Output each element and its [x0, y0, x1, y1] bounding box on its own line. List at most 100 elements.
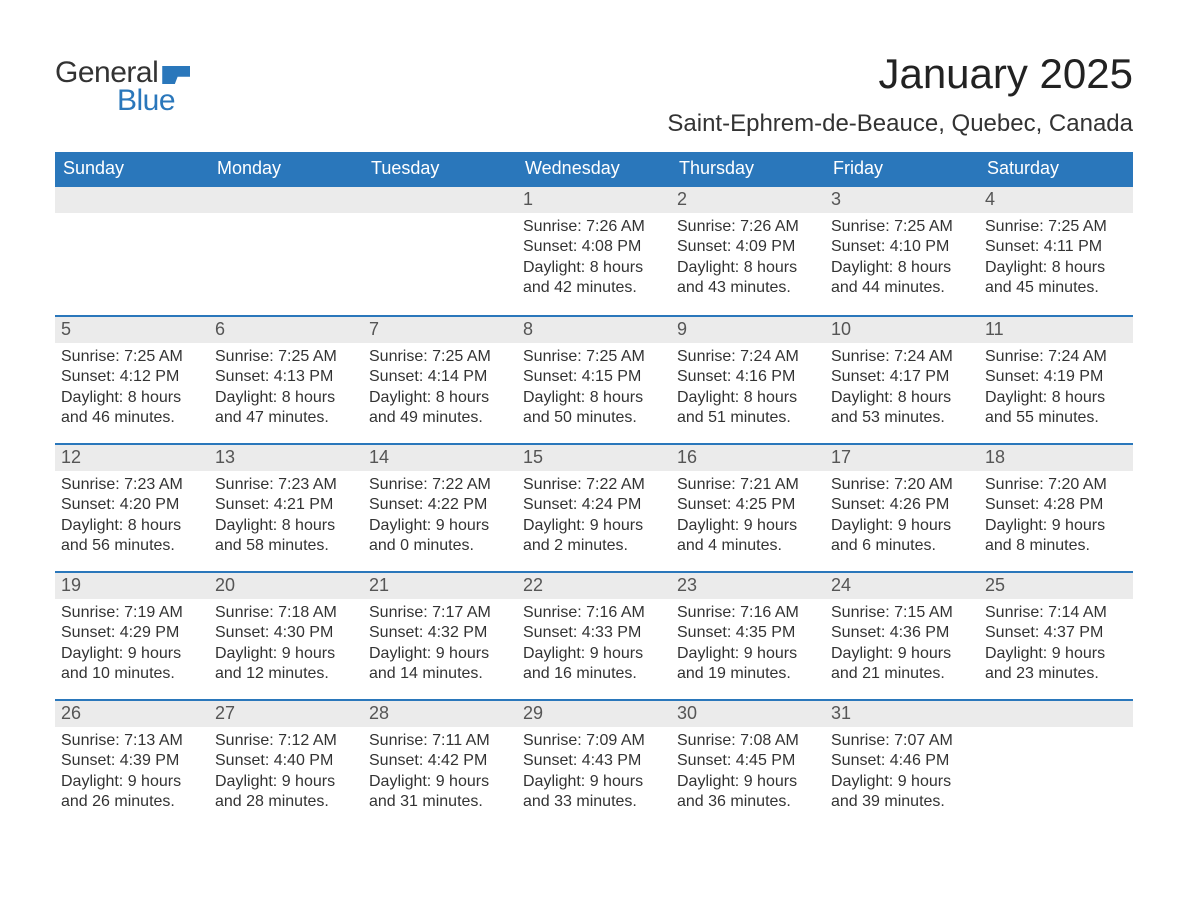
day-body: Sunrise: 7:13 AMSunset: 4:39 PMDaylight:… — [55, 727, 209, 823]
daylight-text: Daylight: 9 hours and 21 minutes. — [831, 644, 973, 685]
day-number: 20 — [209, 573, 363, 599]
day-body: Sunrise: 7:22 AMSunset: 4:22 PMDaylight:… — [363, 471, 517, 567]
day-number: 18 — [979, 445, 1133, 471]
sunrise-text: Sunrise: 7:25 AM — [523, 347, 665, 367]
calendar-row: 26Sunrise: 7:13 AMSunset: 4:39 PMDayligh… — [55, 699, 1133, 827]
sunset-text: Sunset: 4:37 PM — [985, 623, 1127, 643]
day-body: Sunrise: 7:09 AMSunset: 4:43 PMDaylight:… — [517, 727, 671, 823]
dow-wednesday: Wednesday — [517, 152, 671, 187]
day-body: Sunrise: 7:22 AMSunset: 4:24 PMDaylight:… — [517, 471, 671, 567]
calendar-cell: 30Sunrise: 7:08 AMSunset: 4:45 PMDayligh… — [671, 701, 825, 827]
day-number — [209, 187, 363, 213]
calendar-cell: 8Sunrise: 7:25 AMSunset: 4:15 PMDaylight… — [517, 317, 671, 443]
day-body: Sunrise: 7:25 AMSunset: 4:13 PMDaylight:… — [209, 343, 363, 439]
sunrise-text: Sunrise: 7:16 AM — [677, 603, 819, 623]
sunrise-text: Sunrise: 7:15 AM — [831, 603, 973, 623]
sunset-text: Sunset: 4:40 PM — [215, 751, 357, 771]
sunset-text: Sunset: 4:12 PM — [61, 367, 203, 387]
calendar-cell: 21Sunrise: 7:17 AMSunset: 4:32 PMDayligh… — [363, 573, 517, 699]
sunset-text: Sunset: 4:10 PM — [831, 237, 973, 257]
day-body: Sunrise: 7:25 AMSunset: 4:15 PMDaylight:… — [517, 343, 671, 439]
sunset-text: Sunset: 4:15 PM — [523, 367, 665, 387]
calendar-cell: 13Sunrise: 7:23 AMSunset: 4:21 PMDayligh… — [209, 445, 363, 571]
day-body: Sunrise: 7:14 AMSunset: 4:37 PMDaylight:… — [979, 599, 1133, 695]
sunrise-text: Sunrise: 7:25 AM — [215, 347, 357, 367]
sunset-text: Sunset: 4:39 PM — [61, 751, 203, 771]
daylight-text: Daylight: 8 hours and 51 minutes. — [677, 388, 819, 429]
day-number: 4 — [979, 187, 1133, 213]
sunset-text: Sunset: 4:08 PM — [523, 237, 665, 257]
sunrise-text: Sunrise: 7:24 AM — [677, 347, 819, 367]
day-body: Sunrise: 7:12 AMSunset: 4:40 PMDaylight:… — [209, 727, 363, 823]
daylight-text: Daylight: 9 hours and 19 minutes. — [677, 644, 819, 685]
sunrise-text: Sunrise: 7:19 AM — [61, 603, 203, 623]
sunset-text: Sunset: 4:46 PM — [831, 751, 973, 771]
day-number: 7 — [363, 317, 517, 343]
day-number: 13 — [209, 445, 363, 471]
dow-saturday: Saturday — [979, 152, 1133, 187]
daylight-text: Daylight: 8 hours and 43 minutes. — [677, 258, 819, 299]
sunset-text: Sunset: 4:19 PM — [985, 367, 1127, 387]
day-number: 9 — [671, 317, 825, 343]
sunrise-text: Sunrise: 7:26 AM — [677, 217, 819, 237]
sunset-text: Sunset: 4:24 PM — [523, 495, 665, 515]
daylight-text: Daylight: 9 hours and 26 minutes. — [61, 772, 203, 813]
calendar-header-row: Sunday Monday Tuesday Wednesday Thursday… — [55, 152, 1133, 187]
calendar-cell — [55, 187, 209, 315]
calendar-cell: 4Sunrise: 7:25 AMSunset: 4:11 PMDaylight… — [979, 187, 1133, 315]
daylight-text: Daylight: 9 hours and 12 minutes. — [215, 644, 357, 685]
sunrise-text: Sunrise: 7:20 AM — [985, 475, 1127, 495]
day-number: 11 — [979, 317, 1133, 343]
sunrise-text: Sunrise: 7:11 AM — [369, 731, 511, 751]
calendar-body: 1Sunrise: 7:26 AMSunset: 4:08 PMDaylight… — [55, 187, 1133, 827]
daylight-text: Daylight: 9 hours and 10 minutes. — [61, 644, 203, 685]
calendar-cell: 15Sunrise: 7:22 AMSunset: 4:24 PMDayligh… — [517, 445, 671, 571]
sunrise-text: Sunrise: 7:25 AM — [831, 217, 973, 237]
day-body: Sunrise: 7:24 AMSunset: 4:17 PMDaylight:… — [825, 343, 979, 439]
sunset-text: Sunset: 4:21 PM — [215, 495, 357, 515]
calendar-cell — [979, 701, 1133, 827]
day-body: Sunrise: 7:18 AMSunset: 4:30 PMDaylight:… — [209, 599, 363, 695]
sunset-text: Sunset: 4:36 PM — [831, 623, 973, 643]
calendar-cell: 14Sunrise: 7:22 AMSunset: 4:22 PMDayligh… — [363, 445, 517, 571]
day-number — [55, 187, 209, 213]
calendar-cell: 6Sunrise: 7:25 AMSunset: 4:13 PMDaylight… — [209, 317, 363, 443]
day-body: Sunrise: 7:20 AMSunset: 4:26 PMDaylight:… — [825, 471, 979, 567]
sunrise-text: Sunrise: 7:24 AM — [831, 347, 973, 367]
daylight-text: Daylight: 8 hours and 56 minutes. — [61, 516, 203, 557]
day-number: 5 — [55, 317, 209, 343]
day-number: 6 — [209, 317, 363, 343]
calendar-cell: 29Sunrise: 7:09 AMSunset: 4:43 PMDayligh… — [517, 701, 671, 827]
sunrise-text: Sunrise: 7:25 AM — [369, 347, 511, 367]
sunset-text: Sunset: 4:30 PM — [215, 623, 357, 643]
calendar-cell: 10Sunrise: 7:24 AMSunset: 4:17 PMDayligh… — [825, 317, 979, 443]
day-body: Sunrise: 7:11 AMSunset: 4:42 PMDaylight:… — [363, 727, 517, 823]
dow-tuesday: Tuesday — [363, 152, 517, 187]
sunset-text: Sunset: 4:09 PM — [677, 237, 819, 257]
sunrise-text: Sunrise: 7:22 AM — [369, 475, 511, 495]
day-body: Sunrise: 7:15 AMSunset: 4:36 PMDaylight:… — [825, 599, 979, 695]
daylight-text: Daylight: 9 hours and 23 minutes. — [985, 644, 1127, 685]
sunset-text: Sunset: 4:16 PM — [677, 367, 819, 387]
day-number: 19 — [55, 573, 209, 599]
daylight-text: Daylight: 9 hours and 28 minutes. — [215, 772, 357, 813]
day-body: Sunrise: 7:26 AMSunset: 4:08 PMDaylight:… — [517, 213, 671, 309]
calendar-cell: 18Sunrise: 7:20 AMSunset: 4:28 PMDayligh… — [979, 445, 1133, 571]
calendar-cell: 17Sunrise: 7:20 AMSunset: 4:26 PMDayligh… — [825, 445, 979, 571]
daylight-text: Daylight: 9 hours and 0 minutes. — [369, 516, 511, 557]
sunrise-text: Sunrise: 7:07 AM — [831, 731, 973, 751]
calendar: Sunday Monday Tuesday Wednesday Thursday… — [55, 152, 1133, 827]
daylight-text: Daylight: 8 hours and 46 minutes. — [61, 388, 203, 429]
calendar-cell: 11Sunrise: 7:24 AMSunset: 4:19 PMDayligh… — [979, 317, 1133, 443]
logo-text-blue: Blue — [117, 84, 175, 118]
calendar-cell: 25Sunrise: 7:14 AMSunset: 4:37 PMDayligh… — [979, 573, 1133, 699]
daylight-text: Daylight: 8 hours and 55 minutes. — [985, 388, 1127, 429]
calendar-cell: 7Sunrise: 7:25 AMSunset: 4:14 PMDaylight… — [363, 317, 517, 443]
day-number: 17 — [825, 445, 979, 471]
sunrise-text: Sunrise: 7:08 AM — [677, 731, 819, 751]
sunset-text: Sunset: 4:29 PM — [61, 623, 203, 643]
dow-friday: Friday — [825, 152, 979, 187]
day-number: 2 — [671, 187, 825, 213]
sunset-text: Sunset: 4:45 PM — [677, 751, 819, 771]
dow-sunday: Sunday — [55, 152, 209, 187]
